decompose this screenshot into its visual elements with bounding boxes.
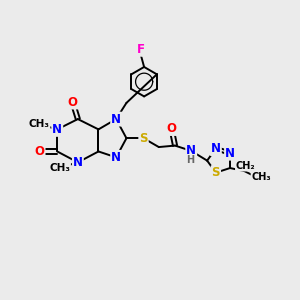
Text: S: S xyxy=(212,166,220,179)
Text: N: N xyxy=(73,156,83,169)
Text: H: H xyxy=(186,155,194,165)
Text: N: N xyxy=(211,142,221,155)
Text: S: S xyxy=(139,132,148,145)
Text: N: N xyxy=(186,144,196,158)
Text: O: O xyxy=(68,95,78,109)
Text: CH₃: CH₃ xyxy=(251,172,271,182)
Text: CH₃: CH₃ xyxy=(28,119,50,129)
Text: CH₂: CH₂ xyxy=(236,161,255,171)
Text: F: F xyxy=(136,43,145,56)
Text: N: N xyxy=(225,147,235,160)
Text: N: N xyxy=(111,151,121,164)
Text: O: O xyxy=(34,145,45,158)
Text: N: N xyxy=(111,112,121,126)
Text: N: N xyxy=(52,123,62,136)
Text: O: O xyxy=(167,122,176,135)
Text: CH₃: CH₃ xyxy=(49,163,70,173)
